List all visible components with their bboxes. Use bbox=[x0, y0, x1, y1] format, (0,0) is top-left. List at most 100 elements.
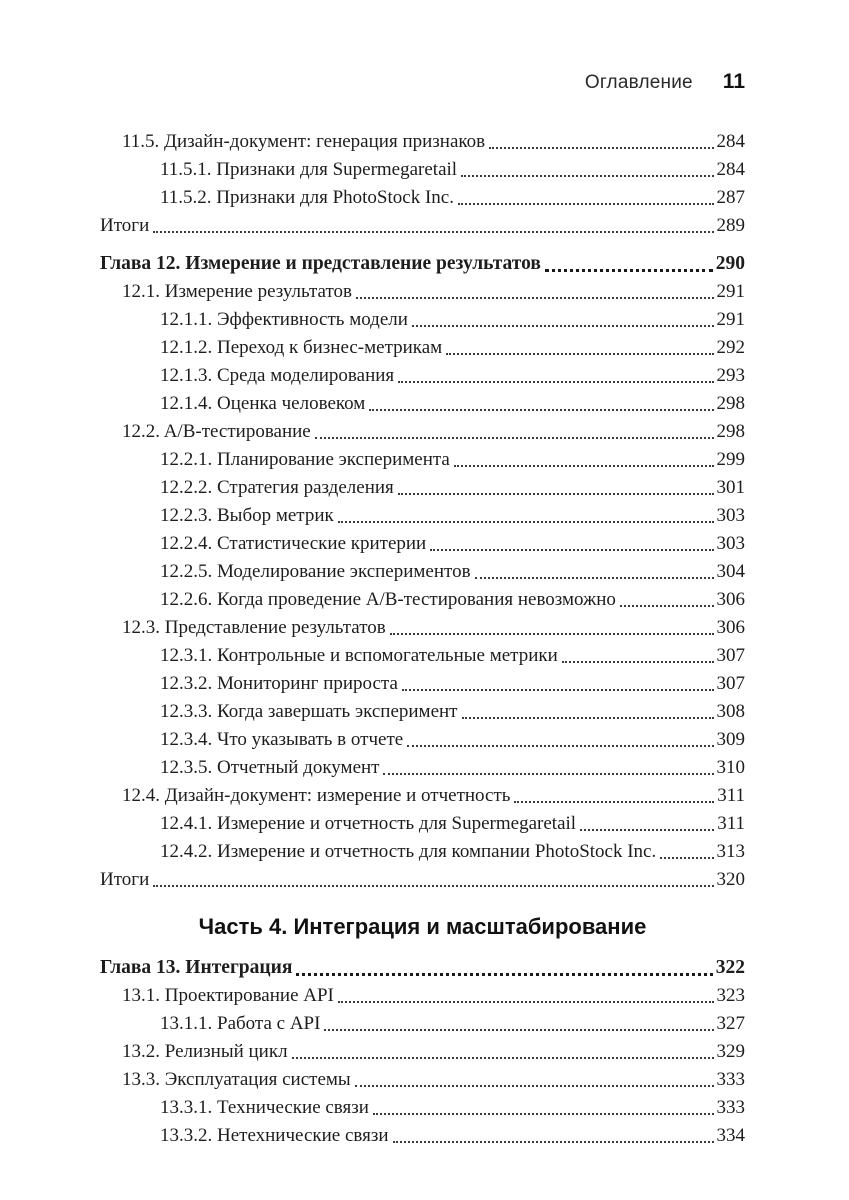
toc-chapter-entry: Глава 12. Измерение и представление резу… bbox=[100, 250, 745, 278]
toc-page-number: 290 bbox=[715, 253, 745, 274]
toc-entry-label: 12.3.1. Контрольные и вспомогательные ме… bbox=[160, 645, 558, 666]
toc-chapter-entry: Глава 13. Интеграция 322 bbox=[100, 954, 745, 982]
toc-entry: 12.4. Дизайн-документ: измерение и отчет… bbox=[100, 782, 745, 810]
toc-page-number: 298 bbox=[716, 393, 746, 414]
toc-leader-dots bbox=[397, 493, 714, 495]
toc-page-number: 291 bbox=[716, 281, 746, 302]
toc-page-number: 292 bbox=[716, 337, 746, 358]
toc-page-number: 333 bbox=[716, 1097, 746, 1118]
toc-entry: 12.3.2. Мониторинг прироста 307 bbox=[100, 670, 745, 698]
toc-entry: 12.1.3. Среда моделирования 293 bbox=[100, 362, 745, 390]
toc-entry: 12.1.4. Оценка человеком 298 bbox=[100, 390, 745, 418]
toc-page-number: 322 bbox=[715, 957, 745, 978]
toc-entry-label: Итоги bbox=[100, 869, 150, 890]
toc-entry: 12.2.5. Моделирование экспериментов 304 bbox=[100, 558, 745, 586]
toc-page-number: 311 bbox=[717, 785, 745, 806]
toc-leader-dots bbox=[296, 973, 713, 976]
toc-entry-label: 12.3.3. Когда завершать эксперимент bbox=[160, 701, 458, 722]
toc-entry: 13.1.1. Работа с API 327 bbox=[100, 1010, 745, 1038]
toc-entry: 13.2. Релизный цикл 329 bbox=[100, 1038, 745, 1066]
toc-entry-label: 12.2.2. Стратегия разделения bbox=[160, 477, 394, 498]
toc-entry: 11.5.1. Признаки для Supermegaretail 284 bbox=[100, 156, 745, 184]
toc-entry-label: 13.2. Релизный цикл bbox=[122, 1041, 288, 1062]
toc-entry-label: 11.5. Дизайн-документ: генерация признак… bbox=[122, 131, 486, 152]
toc-entry-label: 12.2.3. Выбор метрик bbox=[160, 505, 334, 526]
toc-entry: 12.1.1. Эффективность модели 291 bbox=[100, 306, 745, 334]
toc-page-number: 301 bbox=[716, 477, 746, 498]
part-heading: Часть 4. Интеграция и масштабирование bbox=[198, 914, 647, 939]
toc-entry-label: 13.3.1. Технические связи bbox=[160, 1097, 369, 1118]
toc-leader-dots bbox=[337, 521, 714, 523]
toc-leader-dots bbox=[474, 577, 714, 579]
toc-page-number: 310 bbox=[716, 757, 746, 778]
toc-leader-dots bbox=[372, 1113, 714, 1115]
toc-entry-label: 11.5.2. Признаки для PhotoStock Inc. bbox=[160, 187, 454, 208]
toc-entry-label: 12.1.2. Переход к бизнес-метрикам bbox=[160, 337, 443, 358]
toc-entry: 12.3.4. Что указывать в отчете 309 bbox=[100, 726, 745, 754]
toc-leader-dots bbox=[544, 269, 713, 272]
toc-leader-dots bbox=[514, 801, 715, 803]
toc-entry: 11.5.2. Признаки для PhotoStock Inc. 287 bbox=[100, 184, 745, 212]
toc-entry: 12.1.2. Переход к бизнес-метрикам 292 bbox=[100, 334, 745, 362]
toc-page-number: 284 bbox=[716, 159, 746, 180]
toc-leader-dots bbox=[354, 1085, 714, 1087]
toc-page-number: 289 bbox=[716, 215, 746, 236]
toc-entry-label: 13.1. Проектирование API bbox=[122, 985, 334, 1006]
toc-entry-label: 12.1.4. Оценка человеком bbox=[160, 393, 366, 414]
toc-leader-dots bbox=[461, 717, 714, 719]
toc-entry-label: 12.3.5. Отчетный документ bbox=[160, 757, 380, 778]
toc-entry-label: 12.3.2. Мониторинг прироста bbox=[160, 673, 398, 694]
toc-leader-dots bbox=[291, 1057, 714, 1059]
toc-entry: 12.3. Представление результатов 306 bbox=[100, 614, 745, 642]
toc-leader-dots bbox=[314, 437, 714, 439]
toc-entry-label: 12.4.2. Измерение и отчетность для компа… bbox=[160, 841, 657, 862]
toc-leader-dots bbox=[411, 325, 714, 327]
toc-entry-label: 12.3. Представление результатов bbox=[122, 617, 386, 638]
page-title: Оглавление bbox=[584, 72, 693, 93]
toc-page-number: 309 bbox=[716, 729, 746, 750]
toc-entry-label: 12.4.1. Измерение и отчетность для Super… bbox=[160, 813, 577, 834]
toc-page-number: 291 bbox=[716, 309, 746, 330]
toc-leader-dots bbox=[430, 549, 714, 551]
toc-leader-dots bbox=[153, 231, 714, 233]
toc-leader-dots bbox=[619, 605, 714, 607]
toc-entry-label: 12.4. Дизайн-документ: измерение и отчет… bbox=[122, 785, 511, 806]
toc-leader-dots bbox=[355, 297, 714, 299]
toc-entry: 11.5. Дизайн-документ: генерация признак… bbox=[100, 128, 745, 156]
toc-leader-dots bbox=[580, 829, 715, 831]
toc-leader-dots bbox=[337, 1001, 714, 1003]
toc-entry: 12.4.1. Измерение и отчетность для Super… bbox=[100, 810, 745, 838]
toc-leader-dots bbox=[660, 857, 714, 859]
toc-entry: 13.3.1. Технические связи 333 bbox=[100, 1094, 745, 1122]
toc-entry-label: Глава 13. Интеграция bbox=[100, 957, 293, 978]
toc-entry-label: Итоги bbox=[100, 215, 150, 236]
toc-entry: 13.1. Проектирование API 323 bbox=[100, 982, 745, 1010]
toc-page-number: 333 bbox=[716, 1069, 746, 1090]
toc-page-number: 323 bbox=[716, 985, 746, 1006]
toc-page-number: 307 bbox=[716, 645, 746, 666]
toc-leader-dots bbox=[453, 465, 714, 467]
toc-entry-label: 12.2.6. Когда проведение A/B-тестировани… bbox=[160, 589, 616, 610]
toc-leader-dots bbox=[389, 633, 714, 635]
toc-page-number: 307 bbox=[716, 673, 746, 694]
toc-page-number: 303 bbox=[716, 533, 746, 554]
toc-entry: 13.3. Эксплуатация системы 333 bbox=[100, 1066, 745, 1094]
toc-entry-label: 12.2.1. Планирование эксперимента bbox=[160, 449, 450, 470]
toc-entry: 13.3.2. Нетехнические связи 334 bbox=[100, 1122, 745, 1150]
running-head: Оглавление 11 bbox=[100, 70, 745, 94]
toc-entry: 12.3.1. Контрольные и вспомогательные ме… bbox=[100, 642, 745, 670]
toc-page-number: 287 bbox=[716, 187, 746, 208]
toc-leader-dots bbox=[398, 381, 714, 383]
toc-leader-dots bbox=[153, 885, 714, 887]
toc-entry-label: 13.1.1. Работа с API bbox=[160, 1013, 321, 1034]
toc-entry: 12.2.2. Стратегия разделения 301 bbox=[100, 474, 745, 502]
toc-leader-dots bbox=[461, 175, 714, 177]
toc-entry: Итоги 320 bbox=[100, 866, 745, 894]
toc-leader-dots bbox=[369, 409, 714, 411]
toc-list: 11.5. Дизайн-документ: генерация признак… bbox=[100, 128, 745, 1150]
toc-entry-label: 13.3. Эксплуатация системы bbox=[122, 1069, 351, 1090]
toc-page-number: 298 bbox=[716, 421, 746, 442]
page-number: 11 bbox=[722, 70, 745, 93]
toc-page-number: 308 bbox=[716, 701, 746, 722]
